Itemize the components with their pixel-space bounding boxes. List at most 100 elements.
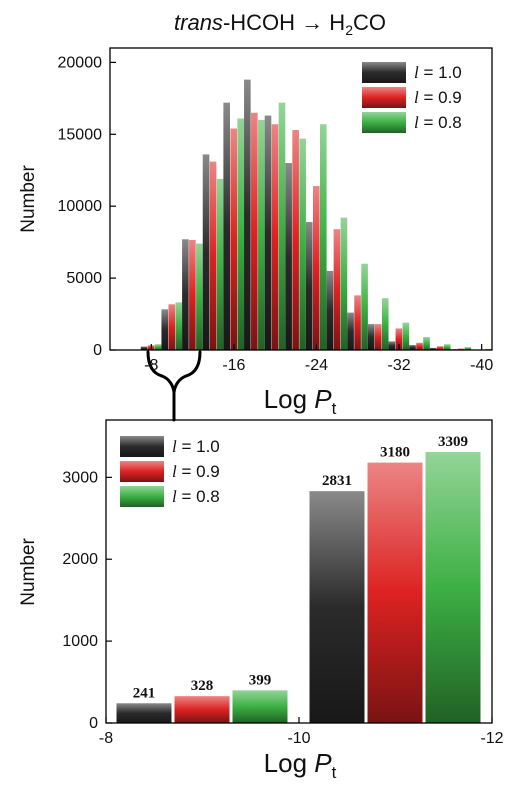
bar-0.8-at--14 <box>216 178 224 350</box>
bar-0.9-at--28 <box>354 295 361 350</box>
bar-0.9-at--30 <box>374 324 382 350</box>
bar-0.8-at--10 <box>175 302 183 350</box>
bar-0.8-at--28 <box>361 263 368 350</box>
bar-0.8-at--30 <box>381 298 389 350</box>
legend-swatch <box>120 461 164 482</box>
legend-label: l = 0.8 <box>172 487 220 506</box>
x-tick-label: -24 <box>305 357 328 374</box>
bar-0.8-at--8 <box>154 344 162 350</box>
bottom-legend: l = 1.0 l = 0.9 l = 0.8 <box>120 436 220 507</box>
legend-swatch <box>362 112 406 133</box>
bar-0.9-at--24 <box>312 186 320 350</box>
bar-1.0-at--30 <box>367 324 375 350</box>
bar-0.9-at--34 <box>416 342 423 350</box>
bar-1.0-at--8 <box>140 346 148 350</box>
x-tick-label: -12 <box>480 730 503 747</box>
bar-0.9-at--20 <box>271 124 279 350</box>
data-label: 328 <box>191 678 214 694</box>
bar-1.0-at--16 <box>223 102 230 351</box>
bar-0.8-at--32 <box>402 322 410 350</box>
top-plot-frame <box>109 47 493 351</box>
legend-label: l = 1.0 <box>414 63 462 82</box>
x-tick-label: -10 <box>287 730 310 747</box>
legend-label: l = 0.9 <box>172 462 220 481</box>
data-label: 2831 <box>322 473 352 489</box>
bar-0.8-at--12 <box>196 243 203 350</box>
bar-0.9-at--11 <box>367 462 423 723</box>
bar-0.9-at--32 <box>395 328 403 350</box>
bar-0.8-at--9 <box>232 690 288 723</box>
bar-0.9-at--12 <box>189 239 196 350</box>
bottom-y-axis-label: Number <box>18 538 39 606</box>
bar-0.8-at--18 <box>258 119 265 351</box>
bar-0.8-at--24 <box>319 124 327 350</box>
top-bars <box>140 79 492 351</box>
legend-swatch <box>120 436 164 457</box>
legend-label: l = 0.9 <box>414 88 462 107</box>
bar-0.9-at--22 <box>292 129 299 350</box>
bar-0.9-at--18 <box>251 112 258 351</box>
legend-swatch <box>120 486 164 507</box>
bar-0.9-at--26 <box>333 229 341 350</box>
x-tick-label: -16 <box>222 357 245 374</box>
y-tick-label: 2000 <box>62 551 98 568</box>
y-tick-label: 1000 <box>62 633 98 650</box>
y-tick-label: 3000 <box>62 469 98 486</box>
bar-0.9-at--16 <box>230 128 237 350</box>
y-tick-label: 0 <box>89 715 98 732</box>
chart-title: trans-HCOH → H2CO <box>174 10 386 38</box>
zoom-bracket <box>146 350 202 422</box>
data-label: 3180 <box>380 445 410 461</box>
bar-0.8-at--11 <box>425 452 481 723</box>
legend-swatch <box>362 62 406 83</box>
x-tick-label: -8 <box>99 730 113 747</box>
bar-0.9-at--9 <box>174 696 230 723</box>
y-tick-label: 15000 <box>58 126 103 143</box>
bar-1.0-at--22 <box>285 163 292 350</box>
data-label: 399 <box>249 672 272 688</box>
bar-1.0-at--36 <box>429 347 437 350</box>
bar-1.0-at--10 <box>161 309 169 350</box>
bottom-x-axis-label: Log Pt <box>264 748 337 782</box>
bar-1.0-at--18 <box>244 79 251 350</box>
bar-0.9-at--38 <box>457 348 465 350</box>
bar-1.0-at--26 <box>326 270 334 350</box>
data-label: 241 <box>133 685 156 701</box>
bottom-bars: 241 328 399 2831 3180 3309 <box>116 434 481 723</box>
legend-label: l = 0.8 <box>414 113 462 132</box>
bar-1.0-at--12 <box>182 239 189 350</box>
bottom-axes: 0 1000 2000 3000 -8 -10 -12 <box>62 469 503 747</box>
y-tick-label: 20000 <box>58 54 103 71</box>
bar-1.0-at--20 <box>264 115 272 350</box>
legend-swatch <box>362 87 406 108</box>
bar-0.8-at--22 <box>299 138 306 350</box>
bar-0.9-at--10 <box>168 304 176 350</box>
legend-label: l = 1.0 <box>172 437 220 456</box>
bar-1.0-at--14 <box>202 154 210 350</box>
bar-0.8-at--36 <box>443 344 451 350</box>
top-y-axis-label: Number <box>18 165 39 233</box>
y-tick-label: 0 <box>93 342 102 359</box>
bar-0.8-at--26 <box>340 217 348 350</box>
x-tick-label: -40 <box>470 357 493 374</box>
bar-0.9-at--14 <box>209 161 217 350</box>
top-x-axis-label: Log Pt <box>264 384 337 418</box>
bar-0.8-at--20 <box>278 102 286 351</box>
bar-1.0-at--11 <box>309 491 365 723</box>
bar-0.9-at--36 <box>436 346 444 350</box>
bar-1.0-at--9 <box>116 703 172 723</box>
top-legend: l = 1.0 l = 0.9 l = 0.8 <box>362 62 462 133</box>
bar-1.0-at--32 <box>388 341 396 350</box>
x-tick-label: -32 <box>388 357 411 374</box>
data-label: 3309 <box>438 434 468 450</box>
bottom-histogram: 241 328 399 2831 3180 3309 0 1000 2000 3000 -8 -10… <box>18 419 504 782</box>
bar-1.0-at--28 <box>347 312 354 350</box>
bar-1.0-at--24 <box>305 222 313 350</box>
bar-0.8-at--38 <box>464 347 472 350</box>
y-tick-label: 10000 <box>58 198 103 215</box>
bar-0.8-at--16 <box>237 118 244 350</box>
bar-0.8-at--34 <box>423 337 430 350</box>
